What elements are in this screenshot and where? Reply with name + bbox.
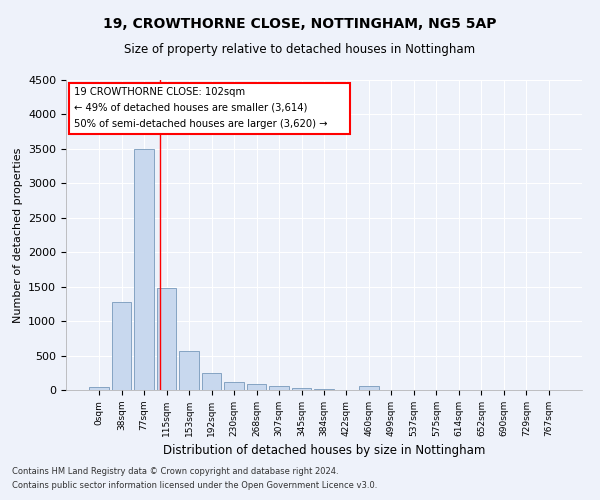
- Text: 50% of semi-detached houses are larger (3,620) →: 50% of semi-detached houses are larger (…: [74, 119, 327, 129]
- Bar: [269, 386, 289, 390]
- Bar: [179, 350, 199, 390]
- Bar: [157, 288, 176, 390]
- Bar: [202, 374, 221, 390]
- Bar: [89, 387, 109, 390]
- Bar: [112, 302, 131, 390]
- Bar: [134, 149, 154, 390]
- Text: Contains HM Land Registry data © Crown copyright and database right 2024.: Contains HM Land Registry data © Crown c…: [12, 467, 338, 476]
- Bar: [247, 384, 266, 390]
- Bar: [314, 388, 334, 390]
- Text: 19 CROWTHORNE CLOSE: 102sqm: 19 CROWTHORNE CLOSE: 102sqm: [74, 87, 245, 97]
- Text: ← 49% of detached houses are smaller (3,614): ← 49% of detached houses are smaller (3,…: [74, 103, 307, 113]
- Y-axis label: Number of detached properties: Number of detached properties: [13, 148, 23, 322]
- Text: 19, CROWTHORNE CLOSE, NOTTINGHAM, NG5 5AP: 19, CROWTHORNE CLOSE, NOTTINGHAM, NG5 5A…: [103, 18, 497, 32]
- Bar: [224, 382, 244, 390]
- Bar: [292, 388, 311, 390]
- Bar: [359, 386, 379, 390]
- FancyBboxPatch shape: [68, 83, 350, 134]
- Text: Size of property relative to detached houses in Nottingham: Size of property relative to detached ho…: [124, 42, 476, 56]
- Text: Contains public sector information licensed under the Open Government Licence v3: Contains public sector information licen…: [12, 481, 377, 490]
- X-axis label: Distribution of detached houses by size in Nottingham: Distribution of detached houses by size …: [163, 444, 485, 458]
